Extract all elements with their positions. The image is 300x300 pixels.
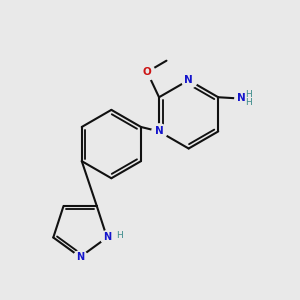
Text: H: H — [245, 98, 252, 107]
Text: N: N — [237, 92, 245, 103]
Text: H: H — [116, 231, 123, 240]
Text: N: N — [103, 232, 111, 242]
Text: N: N — [155, 126, 164, 136]
Text: O: O — [143, 67, 152, 77]
Text: N: N — [184, 75, 193, 85]
Text: H: H — [245, 90, 252, 99]
Text: N: N — [76, 252, 84, 262]
